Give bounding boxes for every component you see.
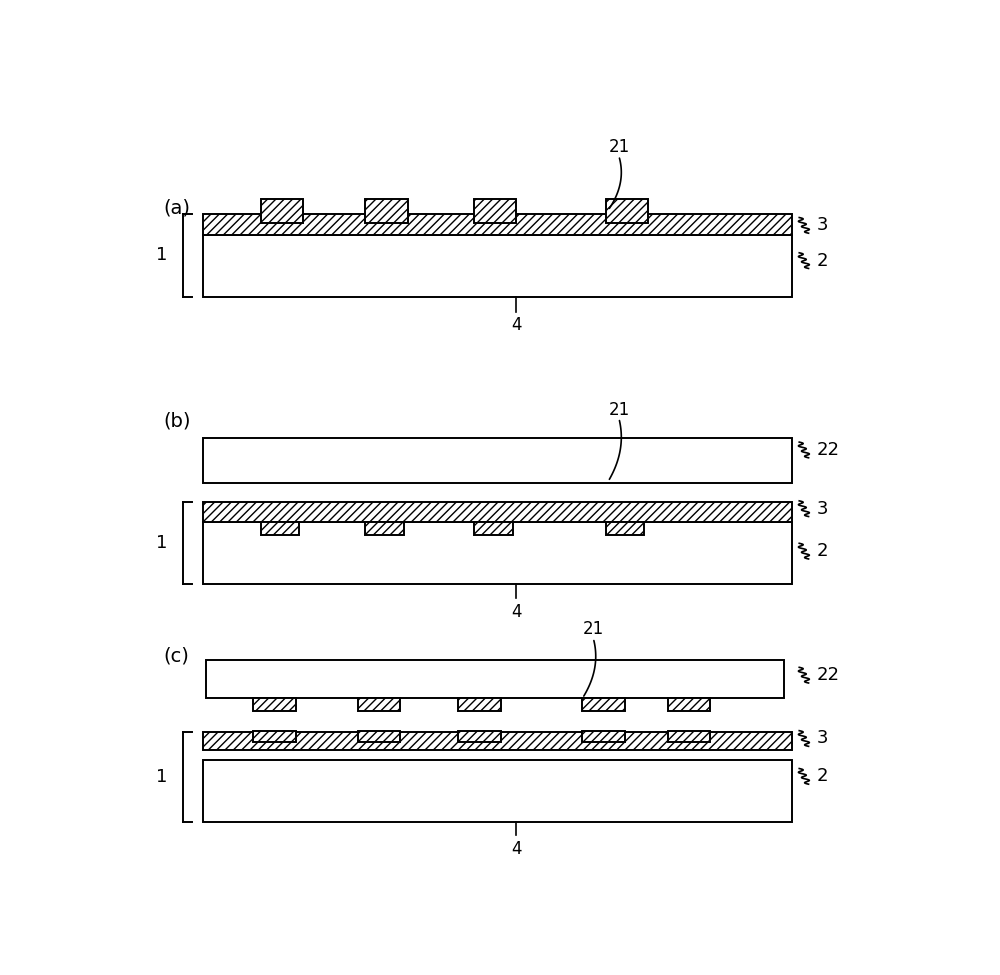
Text: (c): (c) xyxy=(164,646,190,665)
Bar xyxy=(253,730,296,742)
Bar xyxy=(202,760,792,822)
Bar xyxy=(202,438,792,483)
Bar xyxy=(458,730,501,742)
Text: 4: 4 xyxy=(511,316,522,334)
Bar xyxy=(668,730,710,742)
Text: 4: 4 xyxy=(511,603,522,621)
Text: 3: 3 xyxy=(816,729,828,748)
Bar xyxy=(206,660,784,698)
Bar xyxy=(261,522,299,535)
Text: (b): (b) xyxy=(164,411,191,430)
Bar xyxy=(365,199,408,222)
Bar xyxy=(358,698,400,711)
Text: 1: 1 xyxy=(156,534,167,552)
Text: 21: 21 xyxy=(609,138,630,156)
Bar xyxy=(458,698,501,711)
Text: (a): (a) xyxy=(164,199,191,217)
Text: 1: 1 xyxy=(156,768,167,786)
Bar xyxy=(474,199,516,222)
Text: 2: 2 xyxy=(816,542,828,560)
Text: 4: 4 xyxy=(511,840,522,858)
Bar xyxy=(358,730,400,742)
Bar xyxy=(606,199,648,222)
Bar xyxy=(253,698,296,711)
Text: 22: 22 xyxy=(816,666,839,684)
Text: 3: 3 xyxy=(816,216,828,234)
Text: 2: 2 xyxy=(816,252,828,270)
Text: 3: 3 xyxy=(816,500,828,518)
Text: 21: 21 xyxy=(609,401,630,418)
Text: 2: 2 xyxy=(816,767,828,785)
Bar xyxy=(606,522,644,535)
Bar xyxy=(474,522,512,535)
Bar xyxy=(202,732,792,750)
Bar xyxy=(668,698,710,711)
Bar xyxy=(365,522,404,535)
Bar xyxy=(202,214,792,235)
Bar xyxy=(261,199,303,222)
Bar xyxy=(202,502,792,522)
Text: 21: 21 xyxy=(583,620,604,638)
Bar xyxy=(582,730,625,742)
Bar xyxy=(202,235,792,296)
Text: 22: 22 xyxy=(816,441,839,459)
Bar xyxy=(582,698,625,711)
Text: 1: 1 xyxy=(156,247,167,264)
Bar xyxy=(202,522,792,584)
